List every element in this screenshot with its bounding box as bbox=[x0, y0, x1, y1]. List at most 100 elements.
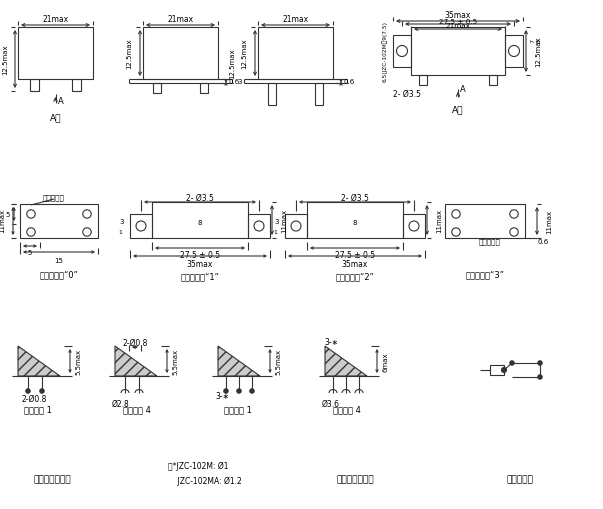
Text: 7: 7 bbox=[531, 39, 535, 43]
Text: 安装方式：“1”: 安装方式：“1” bbox=[180, 272, 219, 281]
Bar bbox=[393, 36, 411, 68]
Text: 27.5 ± 0.5: 27.5 ± 0.5 bbox=[180, 251, 220, 260]
Bar bbox=[200, 84, 208, 94]
Text: 安装方式：“0”: 安装方式：“0” bbox=[40, 270, 78, 279]
Bar bbox=[419, 76, 427, 86]
Text: 5: 5 bbox=[6, 212, 10, 217]
Text: 35max: 35max bbox=[342, 260, 368, 269]
Polygon shape bbox=[218, 346, 260, 376]
Bar bbox=[20, 205, 98, 239]
Text: 焺钉式： 4: 焺钉式： 4 bbox=[123, 405, 151, 414]
Text: A: A bbox=[58, 96, 63, 105]
Text: 插针式： 1: 插针式： 1 bbox=[224, 405, 252, 414]
Text: 6max: 6max bbox=[382, 352, 388, 371]
Text: 2-Ø0.8: 2-Ø0.8 bbox=[21, 394, 46, 403]
Text: 3: 3 bbox=[120, 218, 124, 224]
Bar bbox=[258, 28, 333, 80]
Text: 3-∗: 3-∗ bbox=[324, 338, 338, 347]
Text: 0.6: 0.6 bbox=[343, 79, 355, 85]
Text: 1: 1 bbox=[118, 230, 122, 235]
Text: 5.5max: 5.5max bbox=[172, 348, 178, 374]
Text: A: A bbox=[460, 84, 466, 93]
Text: A向: A向 bbox=[50, 114, 62, 122]
Text: 着色绕缘子: 着色绕缘子 bbox=[479, 238, 501, 245]
Text: 安装方式：“2”: 安装方式：“2” bbox=[335, 272, 374, 281]
Text: 注*JZC-102M: Ø1
    JZC-102MA: Ø1.2: 注*JZC-102M: Ø1 JZC-102MA: Ø1.2 bbox=[168, 461, 242, 485]
Bar bbox=[248, 215, 270, 239]
Bar bbox=[130, 215, 152, 239]
Text: 8: 8 bbox=[353, 219, 357, 225]
Bar bbox=[403, 215, 425, 239]
Text: 27.5 ± 0.5: 27.5 ± 0.5 bbox=[335, 251, 375, 260]
Bar bbox=[72, 80, 81, 92]
Text: 21max: 21max bbox=[42, 14, 69, 23]
Bar bbox=[489, 76, 497, 86]
Text: 6.5(JZC-102M剧9(7.5): 6.5(JZC-102M剧9(7.5) bbox=[382, 21, 388, 82]
Text: 11max: 11max bbox=[281, 209, 287, 233]
Text: 35max: 35max bbox=[445, 12, 471, 20]
Text: 21max: 21max bbox=[446, 23, 470, 29]
Bar bbox=[307, 203, 403, 239]
Text: 焺钉式： 4: 焺钉式： 4 bbox=[333, 405, 361, 414]
Circle shape bbox=[502, 368, 507, 373]
Polygon shape bbox=[18, 346, 60, 376]
Text: 21max: 21max bbox=[282, 14, 309, 23]
Bar bbox=[152, 203, 248, 239]
Text: 2- Ø3.5: 2- Ø3.5 bbox=[393, 89, 421, 98]
Text: 12.5max: 12.5max bbox=[229, 48, 235, 79]
Circle shape bbox=[250, 389, 254, 393]
Polygon shape bbox=[115, 346, 157, 376]
Text: 8: 8 bbox=[537, 39, 541, 43]
Bar bbox=[445, 205, 525, 239]
Text: 5.5max: 5.5max bbox=[275, 348, 281, 374]
Text: 2- Ø3.5: 2- Ø3.5 bbox=[341, 193, 369, 202]
Circle shape bbox=[538, 375, 542, 379]
Text: 12.5max: 12.5max bbox=[2, 45, 8, 75]
Circle shape bbox=[510, 361, 514, 365]
Bar bbox=[411, 28, 505, 76]
Text: 3-∗: 3-∗ bbox=[215, 392, 229, 401]
Text: 11max: 11max bbox=[546, 210, 552, 234]
Text: 21max: 21max bbox=[168, 14, 194, 23]
Bar bbox=[143, 28, 218, 80]
Text: 12.5max: 12.5max bbox=[535, 37, 541, 67]
Text: A向: A向 bbox=[452, 105, 464, 115]
Text: 2- Ø3.5: 2- Ø3.5 bbox=[186, 193, 214, 202]
Text: 0.6: 0.6 bbox=[229, 79, 239, 85]
Text: 2-Ø0.8: 2-Ø0.8 bbox=[122, 338, 148, 347]
Text: 线圈引出端型式: 线圈引出端型式 bbox=[33, 474, 71, 484]
Bar bbox=[30, 80, 39, 92]
Polygon shape bbox=[325, 346, 367, 376]
Text: 12.5max: 12.5max bbox=[241, 39, 247, 69]
Text: 12.5max: 12.5max bbox=[126, 39, 132, 69]
Text: 5: 5 bbox=[28, 249, 32, 256]
Text: 35max: 35max bbox=[187, 260, 213, 269]
Bar bbox=[505, 36, 523, 68]
Text: 1: 1 bbox=[273, 230, 277, 235]
Circle shape bbox=[40, 389, 44, 393]
Text: 插针式： 1: 插针式： 1 bbox=[24, 405, 52, 414]
Bar bbox=[18, 28, 93, 80]
Text: 0.6: 0.6 bbox=[537, 239, 549, 244]
Bar bbox=[490, 365, 504, 375]
Text: 15: 15 bbox=[54, 258, 63, 264]
Bar bbox=[315, 84, 323, 106]
Text: 着色绕缘子: 着色绕缘子 bbox=[43, 194, 65, 201]
Bar bbox=[285, 215, 307, 239]
Text: 5.5max: 5.5max bbox=[75, 348, 81, 374]
Text: Ø2.8: Ø2.8 bbox=[112, 399, 130, 408]
Text: 底视电路图: 底视电路图 bbox=[507, 474, 534, 484]
Text: 3: 3 bbox=[275, 218, 279, 224]
Text: 11max: 11max bbox=[0, 209, 5, 233]
Text: 触点引出端型式: 触点引出端型式 bbox=[336, 474, 374, 484]
Bar bbox=[268, 84, 276, 106]
Text: Ø3.6: Ø3.6 bbox=[322, 399, 340, 408]
Circle shape bbox=[26, 389, 30, 393]
Bar bbox=[153, 84, 161, 94]
Text: 3: 3 bbox=[238, 79, 242, 85]
Text: 11max: 11max bbox=[436, 209, 442, 233]
Text: 安装方式：“3”: 安装方式：“3” bbox=[466, 270, 505, 279]
Text: 8: 8 bbox=[198, 219, 202, 225]
Circle shape bbox=[538, 361, 542, 365]
Text: 27.5 ± 0.5: 27.5 ± 0.5 bbox=[439, 19, 477, 25]
